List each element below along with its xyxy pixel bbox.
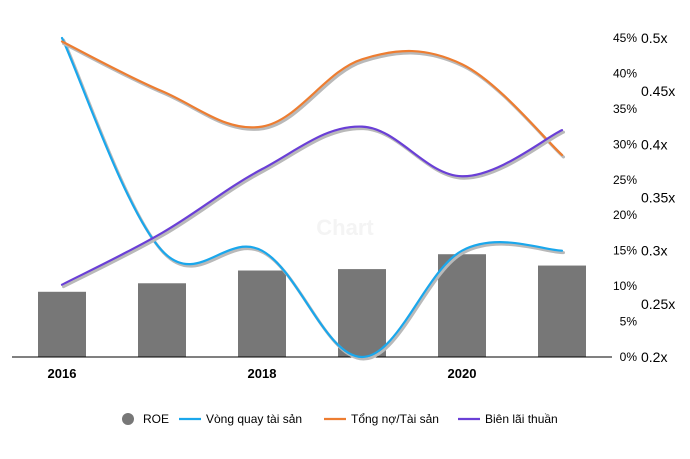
roe-bar-2017 — [138, 283, 186, 357]
pct-tick-15: 15% — [613, 244, 637, 258]
ratio-tick-0.2: 0.2x — [641, 349, 667, 365]
roe-bar-2021 — [538, 265, 586, 357]
roe-bar-2016 — [38, 291, 86, 357]
roe-bar-2018 — [238, 270, 286, 357]
legend-label-roe: ROE — [143, 412, 169, 426]
x-tick-2018: 2018 — [248, 366, 277, 381]
ratio-tick-0.3: 0.3x — [641, 243, 667, 259]
pct-tick-30: 30% — [613, 137, 637, 151]
legend-label-net-margin: Biên lãi thuần — [485, 412, 558, 426]
ratio-tick-0.25: 0.25x — [641, 296, 675, 312]
net-margin-line-shadow — [62, 127, 565, 289]
right-ratio-axis-ticks: 0.2x 0.25x 0.3x 0.35x 0.4x 0.45x 0.5x — [641, 30, 675, 365]
pct-tick-35: 35% — [613, 102, 637, 116]
pct-tick-40: 40% — [613, 66, 637, 80]
legend: ROE Vòng quay tài sản Tổng nợ/Tài sản Biên … — [122, 412, 558, 426]
ratio-tick-0.4: 0.4x — [641, 136, 667, 152]
bars-layer — [38, 254, 586, 357]
debt-to-assets-line — [60, 40, 564, 157]
pct-tick-10: 10% — [613, 279, 637, 293]
pct-tick-45: 45% — [613, 31, 637, 45]
chart-title-watermark: Chart — [316, 215, 374, 240]
net-margin-line — [60, 125, 564, 286]
legend-label-asset-turnover: Vòng quay tài sản — [206, 412, 302, 426]
lines-layer — [60, 36, 565, 361]
roe-bar-2020 — [438, 254, 486, 357]
x-axis-ticks: 2016 2018 2020 — [48, 366, 477, 381]
ratio-tick-0.5: 0.5x — [641, 30, 667, 46]
asset-turnover-line — [60, 36, 564, 359]
roe-bar-2019 — [338, 269, 386, 357]
pct-tick-5: 5% — [620, 315, 638, 329]
pct-tick-0: 0% — [620, 350, 638, 364]
x-tick-2020: 2020 — [448, 366, 477, 381]
legend-label-debt-to-assets: Tổng nợ/Tài sản — [351, 412, 439, 426]
legend-marker-roe — [122, 413, 134, 425]
x-tick-2016: 2016 — [48, 366, 77, 381]
left-percent-axis-ticks: 0% 5% 10% 15% 20% 25% 30% 35% 40% 45% — [613, 31, 637, 364]
ratio-tick-0.35: 0.35x — [641, 190, 675, 206]
pct-tick-25: 25% — [613, 173, 637, 187]
ratio-tick-0.45: 0.45x — [641, 83, 675, 99]
pct-tick-20: 20% — [613, 208, 637, 222]
